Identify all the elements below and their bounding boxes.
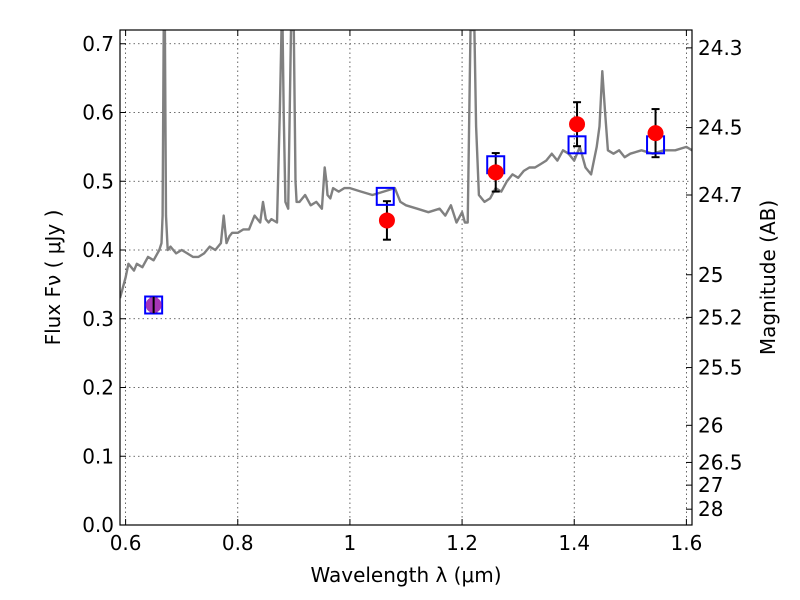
- y2-tick-label: 26.5: [698, 450, 743, 474]
- y2-tick-label: 25.5: [698, 356, 743, 380]
- tick-labels: 0.6 0.8 1 1.2 1.4 1.6 0.0 0.1 0.2 0.3 0.4 0.5 0.6 0.7…: [82, 32, 742, 555]
- y2-tick-label: 24.5: [698, 116, 743, 140]
- x-tick-label: 1.6: [670, 531, 702, 555]
- axes-frame: [119, 29, 693, 526]
- y2-tick-label: 26: [698, 413, 723, 437]
- observed-circle: [647, 125, 664, 142]
- y2-tick-label: 24.7: [698, 183, 743, 207]
- y-tick-label: 0.0: [82, 513, 114, 537]
- y2-tick-label: 28: [698, 497, 723, 521]
- x-tick-label: 1.4: [558, 531, 590, 555]
- y-tick-label: 0.2: [82, 376, 114, 400]
- y2-tick-label: 27: [698, 473, 723, 497]
- model-photometry-square: [567, 135, 587, 155]
- x-tick-label: 0.8: [222, 531, 254, 555]
- observed-circle: [487, 164, 504, 181]
- plot-area: [120, 30, 692, 299]
- observed-circle: [378, 212, 395, 229]
- y-tick-label: 0.7: [82, 32, 114, 56]
- photometry-marks: [144, 101, 666, 315]
- y-tick-label: 0.6: [82, 101, 114, 125]
- right-axis-title: Magnitude (AB): [756, 200, 780, 355]
- model-photometry-square: [375, 186, 395, 206]
- x-tick-label: 0.6: [110, 531, 142, 555]
- y-tick-label: 0.3: [82, 307, 114, 331]
- axis-ticks: [120, 30, 692, 526]
- y-tick-label: 0.5: [82, 169, 114, 193]
- y-tick-label: 0.4: [82, 238, 114, 262]
- y2-tick-label: 25.2: [698, 305, 743, 329]
- model-spectrum-line: [120, 30, 692, 299]
- y-tick-label: 0.1: [82, 444, 114, 468]
- model-photometry-square: [144, 295, 164, 315]
- x-tick-label: 1.2: [446, 531, 478, 555]
- x-axis-title: Wavelength λ (μm): [310, 563, 501, 587]
- y2-tick-label: 24.3: [698, 36, 743, 60]
- y-axis-title: Flux Fν ( μJy ): [41, 210, 65, 346]
- grid-lines: [120, 30, 692, 526]
- x-tick-label: 1: [344, 531, 357, 555]
- y2-tick-label: 25: [698, 263, 723, 287]
- observed-circle: [569, 116, 586, 133]
